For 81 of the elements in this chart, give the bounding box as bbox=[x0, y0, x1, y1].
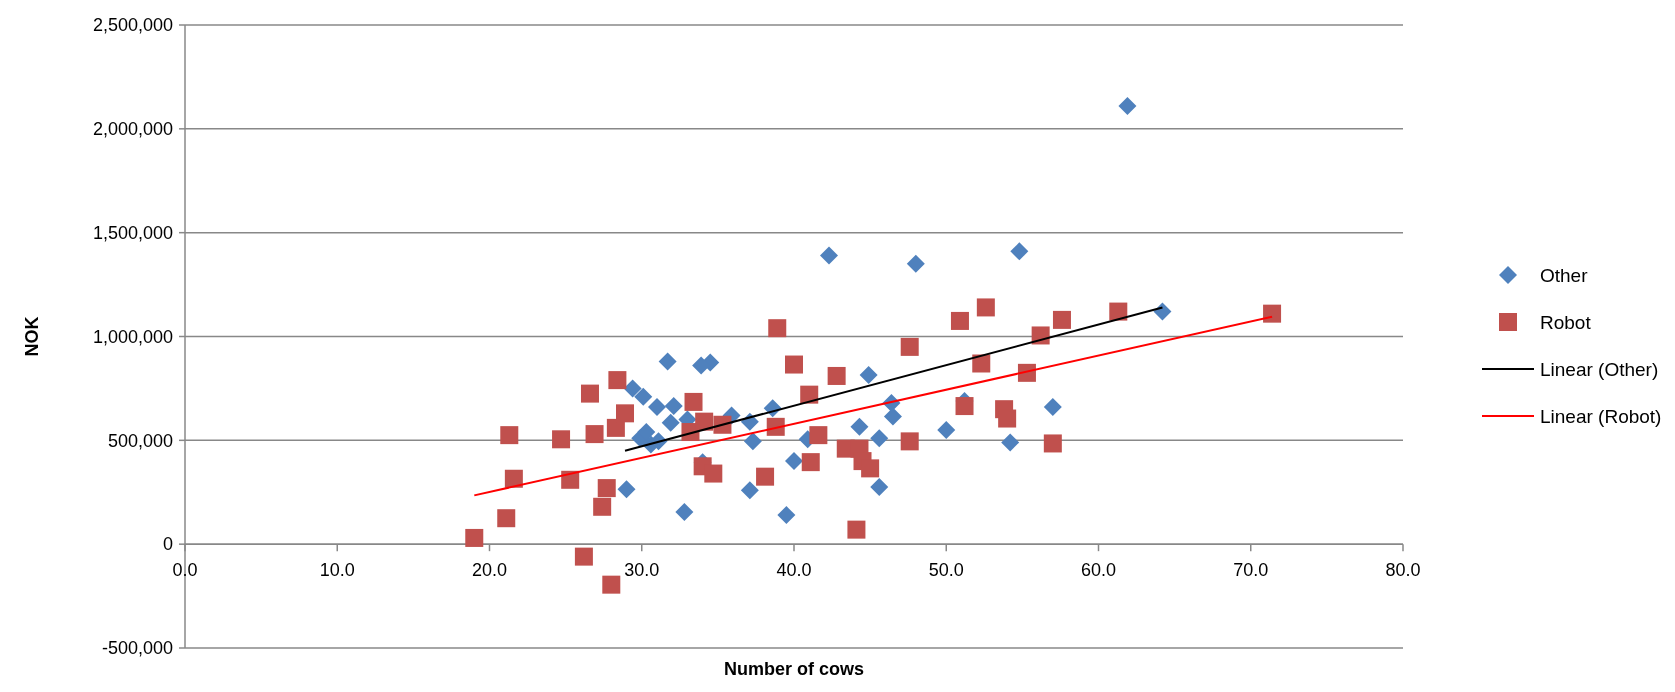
y-tick-label: 2,000,000 bbox=[92, 119, 173, 140]
y-tick-label: 1,000,000 bbox=[92, 326, 173, 347]
x-tick-label: 30.0 bbox=[624, 560, 660, 581]
point bbox=[820, 246, 839, 265]
point bbox=[1263, 304, 1282, 323]
point bbox=[900, 432, 919, 451]
point bbox=[580, 384, 599, 403]
point bbox=[976, 298, 995, 317]
point bbox=[634, 387, 653, 406]
y-tick-label: 2,500,000 bbox=[92, 15, 173, 36]
point bbox=[585, 425, 604, 444]
x-tick-label: 80.0 bbox=[1385, 560, 1421, 581]
point bbox=[785, 452, 803, 471]
x-tick-label: 10.0 bbox=[319, 560, 355, 581]
point bbox=[847, 520, 866, 539]
point bbox=[1010, 242, 1029, 261]
point bbox=[602, 575, 621, 594]
point bbox=[756, 467, 775, 486]
point bbox=[777, 506, 796, 525]
point bbox=[1118, 96, 1137, 115]
y-tick-label: 0 bbox=[162, 534, 173, 555]
point bbox=[623, 379, 642, 398]
legend-label: Robot bbox=[1540, 311, 1592, 333]
legend-label: Linear (Robot) bbox=[1540, 405, 1662, 427]
point bbox=[497, 509, 516, 528]
point bbox=[900, 337, 919, 356]
point bbox=[906, 254, 925, 273]
point bbox=[955, 397, 974, 416]
point bbox=[675, 502, 694, 521]
point bbox=[616, 404, 634, 423]
point bbox=[768, 319, 787, 338]
point bbox=[972, 354, 991, 373]
point bbox=[658, 352, 677, 371]
point bbox=[950, 311, 969, 330]
point bbox=[606, 418, 625, 437]
point bbox=[743, 432, 762, 451]
point bbox=[574, 547, 593, 566]
x-tick-label: 70.0 bbox=[1233, 560, 1269, 581]
point bbox=[937, 420, 956, 439]
point bbox=[1043, 398, 1062, 417]
point bbox=[552, 430, 571, 449]
point bbox=[1153, 302, 1172, 321]
point bbox=[1043, 434, 1062, 453]
x-tick-label: 40.0 bbox=[776, 560, 812, 581]
x-axis-title: Number of cows bbox=[723, 659, 865, 679]
point bbox=[1052, 310, 1071, 329]
point bbox=[504, 469, 523, 488]
point bbox=[647, 398, 666, 417]
point bbox=[859, 365, 878, 384]
point bbox=[597, 479, 616, 498]
point bbox=[664, 397, 683, 416]
point bbox=[870, 429, 889, 448]
point bbox=[785, 355, 803, 374]
point bbox=[998, 409, 1017, 428]
point bbox=[870, 478, 889, 497]
point bbox=[801, 453, 820, 472]
y-tick-label: 1,500,000 bbox=[92, 222, 173, 243]
point bbox=[740, 481, 759, 500]
y-axis-title: NOK bbox=[22, 316, 42, 357]
y-tick-label: 500,000 bbox=[107, 430, 173, 451]
x-tick-label: 20.0 bbox=[471, 560, 508, 581]
point bbox=[661, 413, 680, 432]
point bbox=[608, 371, 627, 390]
point bbox=[704, 464, 723, 483]
point bbox=[1001, 433, 1020, 452]
y-tick-label: -500,000 bbox=[101, 638, 173, 659]
point bbox=[684, 392, 703, 411]
point bbox=[827, 366, 846, 385]
legend-label: Other bbox=[1540, 264, 1589, 286]
point bbox=[695, 412, 714, 431]
x-tick-label: 0.0 bbox=[172, 560, 198, 581]
point bbox=[593, 497, 612, 516]
x-tick-label: 50.0 bbox=[928, 560, 964, 581]
point bbox=[850, 417, 869, 436]
point bbox=[883, 407, 902, 426]
point bbox=[617, 480, 636, 499]
point bbox=[465, 528, 484, 547]
point bbox=[809, 426, 828, 445]
legend-label: Linear (Other) bbox=[1540, 358, 1659, 380]
point bbox=[500, 426, 519, 445]
x-tick-label: 60.0 bbox=[1080, 560, 1117, 581]
